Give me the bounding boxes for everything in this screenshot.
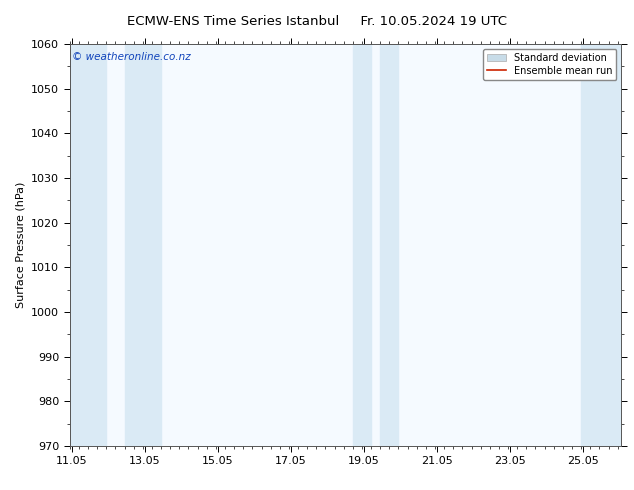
- Bar: [124, 44, 161, 446]
- Bar: [380, 44, 399, 446]
- Bar: [581, 44, 621, 446]
- Text: © weatheronline.co.nz: © weatheronline.co.nz: [72, 52, 191, 62]
- Y-axis label: Surface Pressure (hPa): Surface Pressure (hPa): [16, 182, 25, 308]
- Text: ECMW-ENS Time Series Istanbul     Fr. 10.05.2024 19 UTC: ECMW-ENS Time Series Istanbul Fr. 10.05.…: [127, 15, 507, 28]
- Legend: Standard deviation, Ensemble mean run: Standard deviation, Ensemble mean run: [483, 49, 616, 80]
- Bar: [70, 44, 107, 446]
- Bar: [353, 44, 371, 446]
